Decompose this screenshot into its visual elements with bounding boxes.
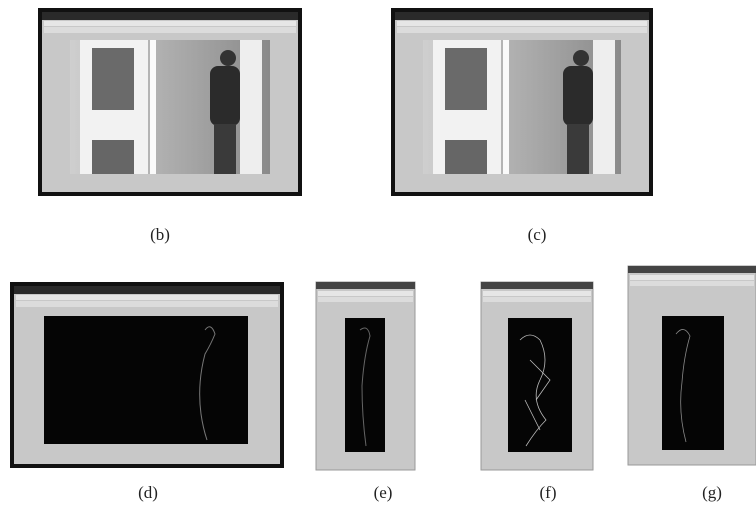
window-e	[316, 282, 415, 470]
figure: (b) (c) (d) (e)	[0, 0, 756, 517]
window-c	[391, 8, 653, 196]
window-b	[38, 8, 302, 196]
caption: (g)	[702, 483, 722, 502]
caption: (b)	[150, 225, 170, 244]
window-d	[10, 282, 284, 468]
caption: (f)	[540, 483, 557, 502]
caption: (c)	[528, 225, 547, 244]
caption: (d)	[138, 483, 158, 502]
window-f	[481, 282, 593, 470]
caption: (e)	[374, 483, 393, 502]
window-g	[628, 266, 756, 465]
